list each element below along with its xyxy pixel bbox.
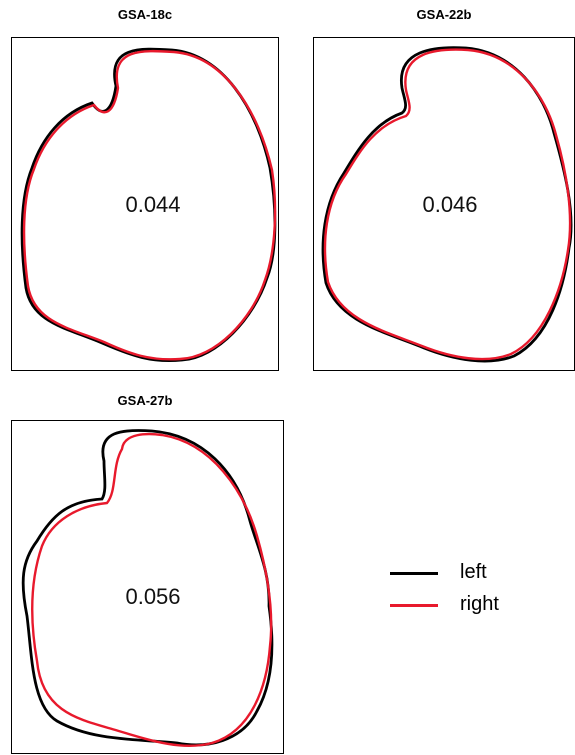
legend-label-right: right bbox=[460, 593, 499, 615]
panel-3-value: 0.056 bbox=[125, 584, 181, 609]
panel-3-title: GSA-27b bbox=[117, 393, 173, 408]
panel-1-value: 0.044 bbox=[125, 192, 181, 217]
panel-1-frame: 0.044 bbox=[11, 37, 279, 371]
panel-2-outlines bbox=[321, 46, 573, 363]
legend-swatch-right bbox=[390, 604, 438, 607]
legend-swatch-left bbox=[390, 572, 438, 575]
panel-2-frame: 0.046 bbox=[313, 37, 575, 371]
panel-2-right-outline bbox=[323, 48, 572, 361]
panel-3-right-outline bbox=[31, 432, 273, 748]
panel-1-title: GSA-18c bbox=[117, 7, 173, 22]
panel-3-outlines bbox=[21, 429, 274, 748]
panel-1-outlines bbox=[20, 47, 277, 363]
legend-label-left: left bbox=[460, 561, 487, 583]
panel-2-value: 0.046 bbox=[422, 192, 478, 217]
panel-3-left-outline bbox=[21, 429, 274, 747]
panel-3-frame: 0.056 bbox=[11, 420, 284, 754]
panel-1-right-outline bbox=[22, 49, 277, 361]
panel-2-title: GSA-22b bbox=[416, 7, 472, 22]
